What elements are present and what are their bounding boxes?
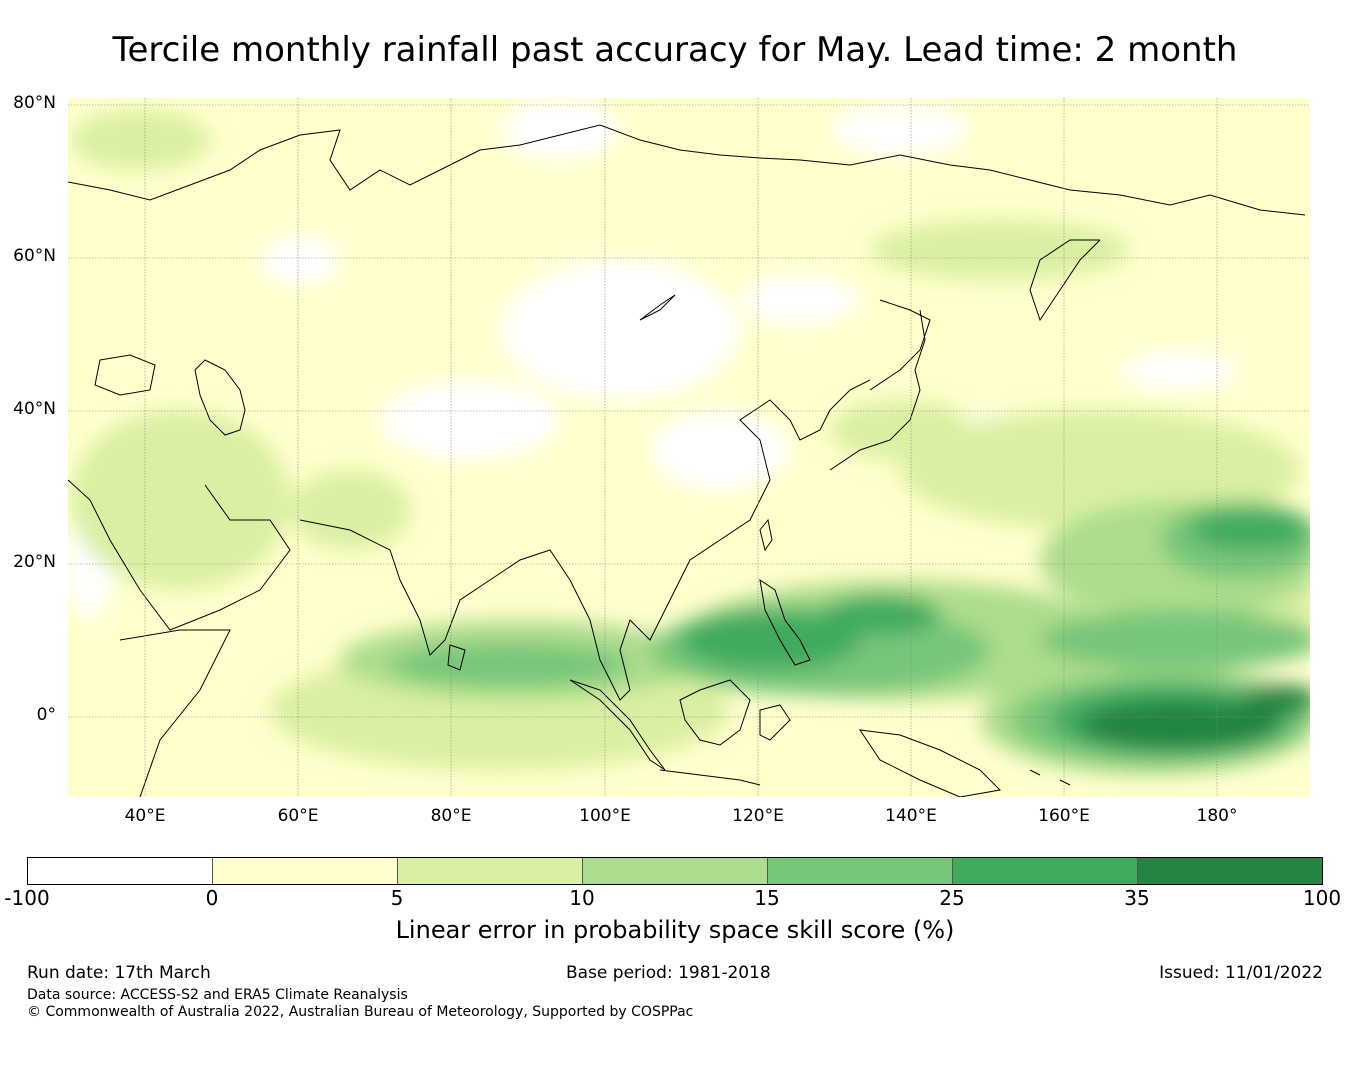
skill-field-patches xyxy=(68,100,1310,775)
colorbar-segment xyxy=(398,858,583,884)
colorbar-segment xyxy=(28,858,213,884)
data-source: Data source: ACCESS-S2 and ERA5 Climate … xyxy=(27,987,408,1003)
lon-label-160e: 160°E xyxy=(1038,806,1090,826)
colorbar-segment xyxy=(1138,858,1322,884)
lon-label-180: 180° xyxy=(1196,806,1238,826)
lon-label-60e: 60°E xyxy=(277,806,319,826)
colorbar-segment xyxy=(583,858,768,884)
lon-label-80e: 80°E xyxy=(430,806,472,826)
lon-label-40e: 40°E xyxy=(124,806,166,826)
lat-label-60n: 60°N xyxy=(13,246,56,266)
colorbar-segment xyxy=(213,858,398,884)
colorbar-tick: 25 xyxy=(939,886,965,910)
colorbar-tick: 10 xyxy=(569,886,595,910)
base-period: Base period: 1981-2018 xyxy=(566,963,771,983)
colorbar-tick: 35 xyxy=(1124,886,1150,910)
colorbar xyxy=(27,857,1323,885)
lon-label-140e: 140°E xyxy=(885,806,937,826)
lon-label-100e: 100°E xyxy=(579,806,631,826)
colorbar-title: Linear error in probability space skill … xyxy=(395,916,955,944)
colorbar-tick: -100 xyxy=(4,886,50,910)
issued-date: Issued: 11/01/2022 xyxy=(1159,963,1323,983)
lat-label-40n: 40°N xyxy=(13,399,56,419)
coastlines xyxy=(68,124,1306,797)
colorbar-tick: 100 xyxy=(1302,886,1342,910)
chart-title: Tercile monthly rainfall past accuracy f… xyxy=(112,30,1238,70)
lat-label-0: 0° xyxy=(36,705,56,725)
colorbar-segment xyxy=(768,858,953,884)
lon-label-120e: 120°E xyxy=(732,806,784,826)
copyright: © Commonwealth of Australia 2022, Austra… xyxy=(27,1004,694,1020)
lat-label-20n: 20°N xyxy=(13,552,56,572)
colorbar-tick: 5 xyxy=(390,886,404,910)
colorbar-tick: 15 xyxy=(754,886,780,910)
colorbar-segment xyxy=(953,858,1138,884)
colorbar-tick: 0 xyxy=(205,886,219,910)
graticule xyxy=(68,98,1310,797)
run-date: Run date: 17th March xyxy=(27,963,211,983)
lat-label-80n: 80°N xyxy=(13,93,56,113)
